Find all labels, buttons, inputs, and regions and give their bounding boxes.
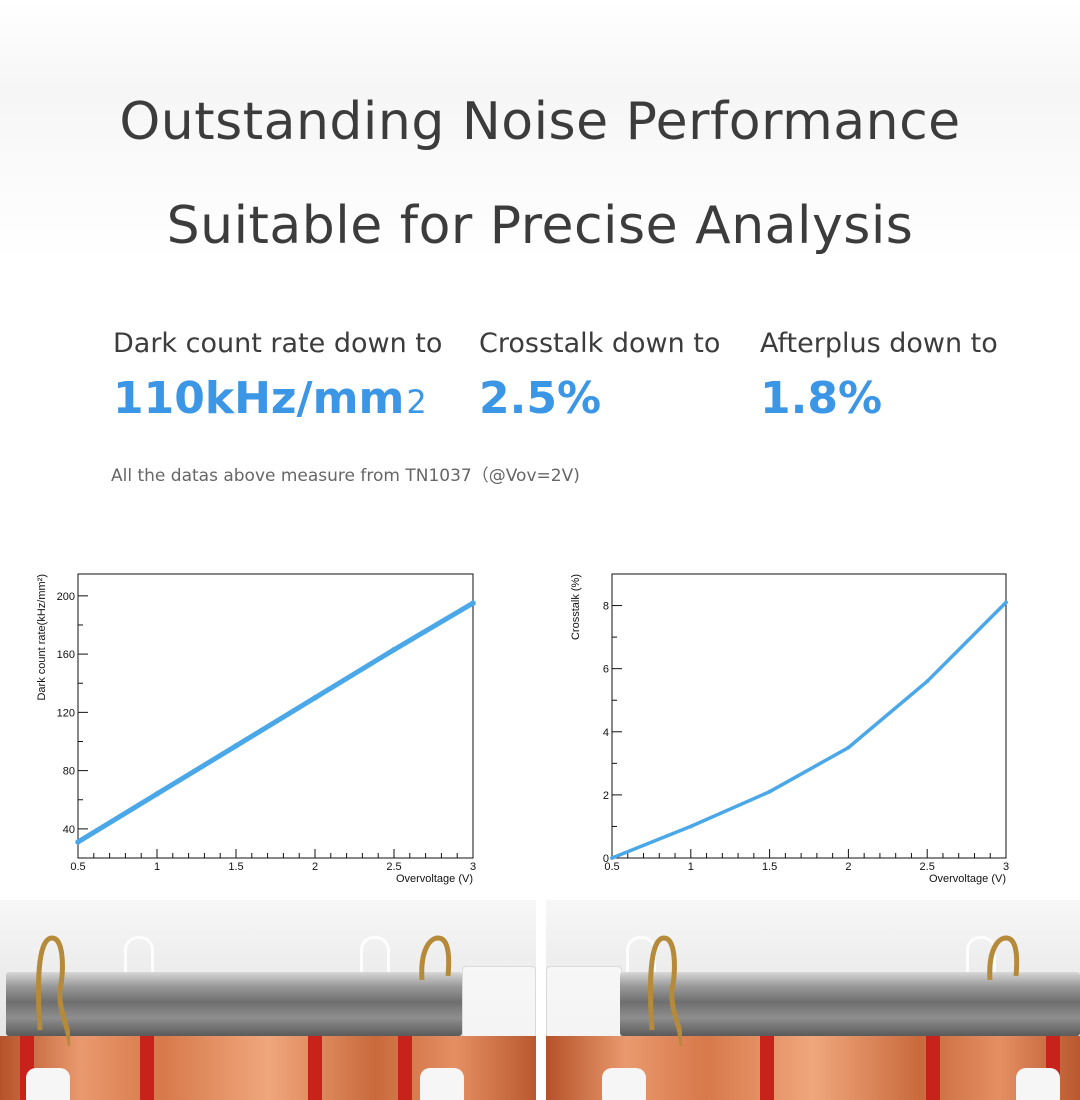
measurement-note: All the datas above measure from TN1037（… [111,466,580,486]
sensor-bar [6,972,462,1036]
x-tick-label: 1.5 [762,861,777,873]
y-tick-label: 0 [603,853,609,865]
bond-wire [648,935,682,1047]
glass-panel [462,966,536,1038]
plot-frame [611,573,1007,859]
bond-wire [419,935,452,981]
white-tab [602,1068,646,1100]
decorative-ring [124,936,154,975]
series-line [75,600,476,845]
dark-count-rate-plot: 0.5 1 1.5 2 2.5 3 40 80 120 160 200 Overvoltage (V)… [36,573,476,885]
x-tick-label: 3 [470,861,476,873]
red-strip [398,1036,412,1100]
stat-value-superscript: 2 [406,383,427,421]
x-tick-label: 2.5 [386,861,401,873]
data-point [391,646,397,653]
red-strip [926,1036,940,1100]
data-point [154,791,160,797]
photo-divider [536,900,546,1100]
data-point [1004,600,1008,605]
data-point [610,856,614,860]
decorative-ring [966,936,996,975]
plot-frame [77,573,474,859]
data-point [233,743,239,749]
y-tick-label: 2 [603,790,609,802]
x-tick-label: 1 [688,861,694,873]
decorative-ring [360,936,390,975]
series-line [610,600,1008,860]
glass-panel [546,966,622,1038]
sensor-bar [620,972,1080,1036]
y-tick-label: 160 [57,649,75,661]
stat-label: Afterplus down to [760,328,998,359]
product-photo-left [0,900,536,1100]
data-point [767,789,772,794]
data-point [470,600,476,606]
y-tick-label: 4 [603,727,609,739]
stat-value-text: 110kHz/mm [113,373,405,424]
x-tick-label: 1.5 [228,861,243,873]
data-point [925,679,930,684]
stat-value: 1.8% [760,373,883,424]
x-tick-label: 2 [845,861,851,873]
y-tick-label: 8 [603,601,609,613]
data-point [312,695,318,701]
x-axis-label: Overvoltage (V) [929,873,1006,885]
white-tab [420,1068,464,1100]
white-tab [26,1068,70,1100]
stat-afterpulse: Afterplus down to 1.8% [760,328,998,424]
stat-value: 110kHz/mm2 [113,373,442,424]
product-photo-right [546,900,1080,1100]
dark-count-rate-chart: 0.5 1 1.5 2 2.5 3 40 80 120 160 200 Overvoltage (V)… [0,562,540,892]
data-point [75,839,81,845]
y-tick-label: 80 [63,766,75,778]
y-tick-label: 200 [57,591,75,603]
red-strip [308,1036,322,1100]
red-strip [760,1036,774,1100]
stat-label: Crosstalk down to [479,328,721,359]
y-axis-label: Crosstalk (%) [570,574,582,640]
crosstalk-plot: 0.5 1 1.5 2 2.5 3 0 2 4 6 8 Overvoltage (V) Crosstal… [570,573,1009,885]
stat-label: Dark count rate down to [113,328,443,359]
stat-dark-count-rate: Dark count rate down to 110kHz/mm2 [113,328,442,424]
data-point [846,745,851,750]
x-tick-label: 0.5 [70,861,85,873]
red-strip [140,1036,154,1100]
x-tick-label: 0.5 [604,861,619,873]
x-tick-label: 3 [1003,861,1009,873]
white-tab [1016,1068,1060,1100]
y-tick-label: 40 [63,824,75,836]
x-axis-label: Overvoltage (V) [396,873,473,885]
bond-wire [36,935,70,1047]
stat-value: 2.5% [479,373,602,424]
y-tick-label: 120 [57,707,75,719]
crosstalk-chart: 0.5 1 1.5 2 2.5 3 0 2 4 6 8 Overvoltage (V) Crosstal… [540,562,1080,892]
y-axis-label: Dark count rate(kHz/mm²) [36,574,48,701]
stat-crosstalk: Crosstalk down to 2.5% [479,328,720,424]
page-title-line1: Outstanding Noise Performance [119,92,961,152]
x-tick-label: 2 [312,861,318,873]
bond-wire [987,935,1020,981]
x-tick-label: 1 [154,861,160,873]
x-tick-label: 2.5 [920,861,935,873]
page-title-line2: Suitable for Precise Analysis [166,196,914,256]
y-tick-label: 6 [603,664,609,676]
data-point [688,824,693,829]
